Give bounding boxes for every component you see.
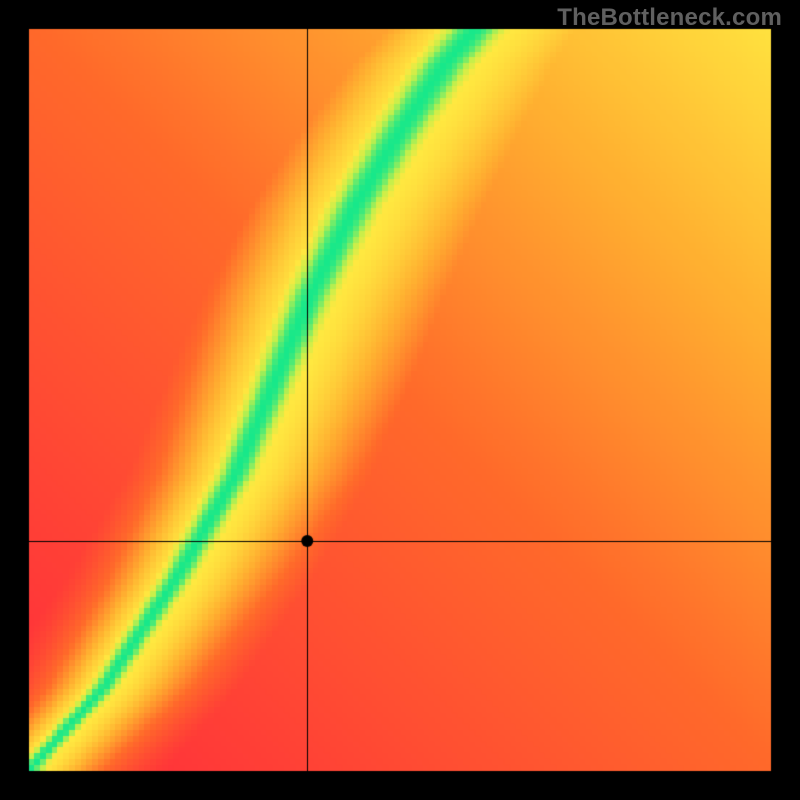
watermark-label: TheBottleneck.com (557, 4, 782, 32)
chart-container: TheBottleneck.com (0, 0, 800, 800)
heatmap-canvas (0, 0, 800, 800)
